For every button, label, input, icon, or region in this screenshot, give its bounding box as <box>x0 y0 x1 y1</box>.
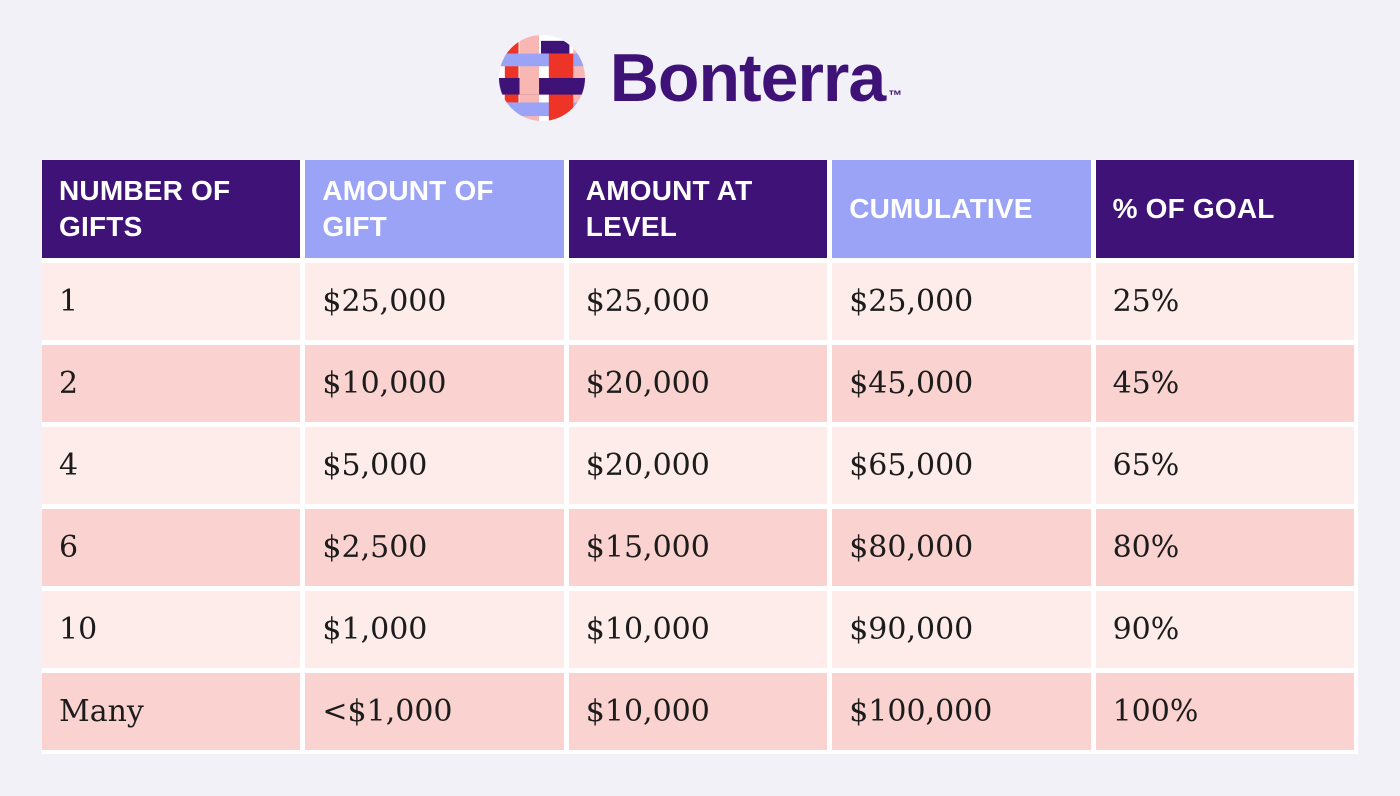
table-cell: 6 <box>42 509 301 586</box>
brand-header: Bonterra ™ <box>0 0 1400 124</box>
table-cell: $80,000 <box>832 509 1091 586</box>
table-cell: $1,000 <box>305 591 564 668</box>
column-header-amount-at-level: AMOUNT AT LEVEL <box>568 160 828 258</box>
table-cell: $45,000 <box>832 345 1091 422</box>
table-cell: 1 <box>42 263 301 340</box>
column-header-cumulative: CUMULATIVE <box>832 160 1091 258</box>
table-cell: $15,000 <box>568 509 828 586</box>
table-cell: $10,000 <box>568 673 828 750</box>
table-cell: $90,000 <box>832 591 1091 668</box>
brand-wordmark: Bonterra <box>609 39 886 116</box>
table-cell: <$1,000 <box>305 673 564 750</box>
table-cell: 10 <box>42 591 301 668</box>
table-cell: 80% <box>1095 509 1354 586</box>
trademark-symbol: ™ <box>888 87 903 104</box>
column-header-number-of-gifts: NUMBER OF GIFTS <box>42 160 301 258</box>
table-cell: $10,000 <box>568 591 828 668</box>
table-cell: $5,000 <box>305 427 564 504</box>
table-cell: Many <box>42 673 301 750</box>
table-cell: $10,000 <box>305 345 564 422</box>
table-cell: 2 <box>42 345 301 422</box>
table-cell: $25,000 <box>832 263 1091 340</box>
table-cell: $20,000 <box>568 345 828 422</box>
column-header-percent-of-goal: % OF GOAL <box>1095 160 1354 258</box>
table-cell: $100,000 <box>832 673 1091 750</box>
table-cell: $25,000 <box>305 263 564 340</box>
table-cell: $2,500 <box>305 509 564 586</box>
table-cell: $25,000 <box>568 263 828 340</box>
table-cell: $65,000 <box>832 427 1091 504</box>
table-cell: 45% <box>1095 345 1354 422</box>
column-header-amount-of-gift: AMOUNT OF GIFT <box>305 160 564 258</box>
table-cell: 4 <box>42 427 301 504</box>
table-cell: 100% <box>1095 673 1354 750</box>
table-cell: 25% <box>1095 263 1354 340</box>
table-cell: 90% <box>1095 591 1354 668</box>
table-cell: $20,000 <box>568 427 828 504</box>
table-grid: NUMBER OF GIFTS AMOUNT OF GIFT AMOUNT AT… <box>42 160 1354 750</box>
gift-range-table: NUMBER OF GIFTS AMOUNT OF GIFT AMOUNT AT… <box>42 160 1358 754</box>
brand-wordmark-group: Bonterra ™ <box>609 39 903 116</box>
bonterra-logo-icon <box>498 34 586 122</box>
table-cell: 65% <box>1095 427 1354 504</box>
